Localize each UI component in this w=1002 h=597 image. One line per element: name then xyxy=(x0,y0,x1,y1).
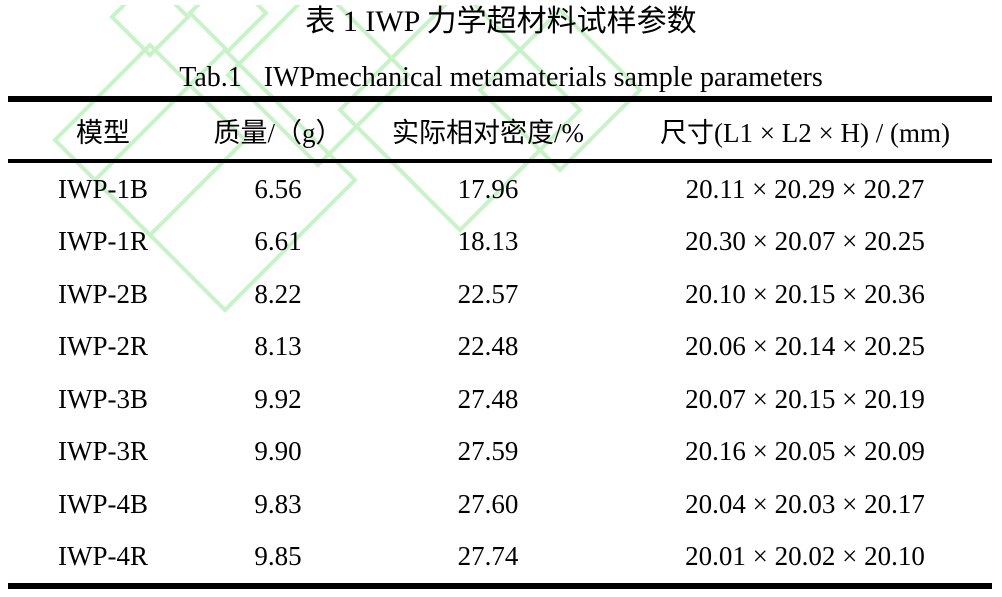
column-header-size: 尺寸(L1 × L2 × H) / (mm) xyxy=(660,118,950,148)
cell-mass: 6.56 xyxy=(254,173,302,204)
table-title-zh: 表 1 IWP 力学超材料试样参数 xyxy=(305,5,697,38)
table-row: IWP-4B 9.83 27.60 20.04 × 20.03 × 20.17 xyxy=(8,478,992,531)
cell-size: 20.16 × 20.05 × 20.09 xyxy=(685,436,925,467)
cell-density: 27.48 xyxy=(457,383,519,414)
cell-density: 22.57 xyxy=(457,278,519,309)
cell-size: 20.30 × 20.07 × 20.25 xyxy=(685,226,925,257)
cell-model: IWP-2R xyxy=(58,331,148,362)
cell-density: 17.96 xyxy=(457,173,519,204)
cell-model: IWP-1R xyxy=(58,226,148,257)
caption-label: Tab.1 xyxy=(179,62,242,93)
table-row: IWP-3B 9.92 27.48 20.07 × 20.15 × 20.19 xyxy=(8,373,992,426)
parameters-table: 模型 质量/（g） 实际相对密度/% 尺寸(L1 × L2 × H) / (mm… xyxy=(8,96,992,589)
table-row: IWP-1B 6.56 17.96 20.11 × 20.29 × 20.27 xyxy=(8,163,992,216)
cell-density: 27.60 xyxy=(457,488,519,519)
cell-mass: 9.90 xyxy=(254,436,302,467)
cell-density: 18.13 xyxy=(457,226,519,257)
paper-table-figure: 表 1 IWP 力学超材料试样参数 Tab.1 IWPmechanical met… xyxy=(0,5,1002,589)
cell-size: 20.10 × 20.15 × 20.36 xyxy=(685,278,925,309)
cell-mass: 8.22 xyxy=(254,278,302,309)
cell-model: IWP-3B xyxy=(58,383,148,414)
caption-text: IWPmechanical metamaterials sample param… xyxy=(263,62,823,93)
cell-size: 20.01 × 20.02 × 20.10 xyxy=(685,541,925,572)
cell-model: IWP-4R xyxy=(58,541,148,572)
cell-density: 22.48 xyxy=(457,331,519,362)
table-body: IWP-1B 6.56 17.96 20.11 × 20.29 × 20.27 … xyxy=(8,163,992,583)
cell-model: IWP-3R xyxy=(58,436,148,467)
cell-density: 27.59 xyxy=(457,436,519,467)
table-row: IWP-4R 9.85 27.74 20.01 × 20.02 × 20.10 xyxy=(8,531,992,584)
cell-mass: 9.83 xyxy=(254,488,302,519)
cell-mass: 9.85 xyxy=(254,541,302,572)
cell-density: 27.74 xyxy=(457,541,519,572)
cell-model: IWP-2B xyxy=(58,278,148,309)
table-row: IWP-3R 9.90 27.59 20.16 × 20.05 × 20.09 xyxy=(8,426,992,479)
column-header-density: 实际相对密度/% xyxy=(392,118,584,148)
cell-size: 20.07 × 20.15 × 20.19 xyxy=(685,383,925,414)
table-row: IWP-2B 8.22 22.57 20.10 × 20.15 × 20.36 xyxy=(8,268,992,321)
cell-size: 20.06 × 20.14 × 20.25 xyxy=(685,331,925,362)
table-header-row: 模型 质量/（g） 实际相对密度/% 尺寸(L1 × L2 × H) / (mm… xyxy=(8,102,992,163)
table-row: IWP-1R 6.61 18.13 20.30 × 20.07 × 20.25 xyxy=(8,216,992,269)
column-header-mass: 质量/（g） xyxy=(213,118,343,148)
cell-model: IWP-1B xyxy=(58,173,148,204)
cell-size: 20.11 × 20.29 × 20.27 xyxy=(685,173,925,204)
cell-mass: 6.61 xyxy=(254,226,302,257)
column-header-model: 模型 xyxy=(76,118,130,148)
cell-size: 20.04 × 20.03 × 20.17 xyxy=(685,488,925,519)
cell-mass: 8.13 xyxy=(254,331,302,362)
table-caption-en: Tab.1 IWPmechanical metamaterials sample … xyxy=(0,63,1002,93)
table-row: IWP-2R 8.13 22.48 20.06 × 20.14 × 20.25 xyxy=(8,321,992,374)
cell-mass: 9.92 xyxy=(254,383,302,414)
cell-model: IWP-4B xyxy=(58,488,148,519)
